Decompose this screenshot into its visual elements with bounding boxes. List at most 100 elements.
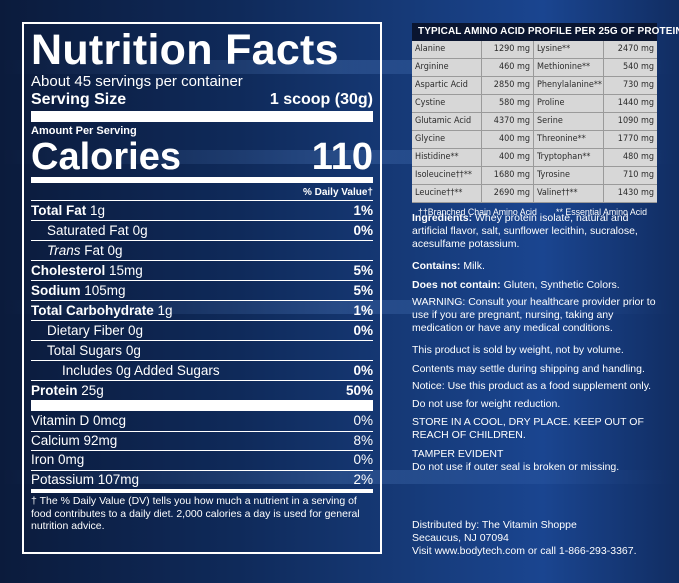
amino-amount: 460 mg	[482, 59, 534, 76]
amino-amount: 400 mg	[482, 149, 534, 166]
warning-text: WARNING: Consult your healthcare provide…	[412, 296, 656, 334]
nutrient-label: Trans	[47, 243, 81, 258]
amino-name: Lysine**	[534, 41, 604, 58]
amino-amount: 1770 mg	[617, 134, 654, 144]
nutrient-label: Total Sugars	[47, 343, 123, 358]
amino-row: Alanine 1290 mg Lysine** 2470 mg	[412, 41, 657, 59]
daily-value-footnote: † The % Daily Value (DV) tells you how m…	[31, 489, 373, 533]
nutrient-amount: 0g	[128, 323, 144, 338]
amino-name: Isoleucine††**	[412, 167, 482, 184]
nutrient-dv: 0%	[353, 323, 373, 338]
nutrient-dv: 5%	[353, 283, 373, 298]
nutrient-row-sodium: Sodium 105mg 5%	[31, 280, 373, 300]
calories-value: 110	[311, 136, 373, 178]
amino-name: Aspartic Acid	[412, 77, 482, 94]
nutrient-amount: 25g	[81, 383, 104, 398]
amino-amount: 1680 mg	[482, 167, 534, 184]
serving-size-label: Serving Size	[31, 91, 127, 108]
vitamin-dv: 0%	[353, 413, 373, 428]
amino-name: Arginine	[412, 59, 482, 76]
nutrient-row-total-fat: Total Fat 1g 1%	[31, 200, 373, 220]
serving-size-value: 1 scoop (30g)	[269, 91, 373, 108]
amino-name: Cystine	[412, 95, 482, 112]
nutrient-label: Dietary Fiber	[47, 323, 125, 338]
nutrient-label: Total Fat	[31, 203, 87, 218]
nutrient-label: Sodium	[31, 283, 81, 298]
contains-text: Milk.	[463, 260, 485, 272]
amino-title: TYPICAL AMINO ACID PROFILE PER 25G OF PR…	[412, 23, 679, 41]
nutrient-row-total-sugars: Total Sugars 0g	[31, 340, 373, 360]
nutrient-label: Saturated Fat	[47, 223, 129, 238]
nutrient-amount: 15mg	[109, 263, 143, 278]
amino-name: Glycine	[412, 131, 482, 148]
ingredients-text: Whey protein isolate, natural and artifi…	[412, 212, 638, 250]
amino-name: Leucine††**	[412, 185, 482, 202]
amino-amount: 1430 mg	[617, 188, 654, 198]
amino-name: Histidine**	[412, 149, 482, 166]
nutrient-dv: 5%	[353, 263, 373, 278]
amino-amount: 710 mg	[622, 170, 654, 180]
weight-reduction-text: Do not use for weight reduction.	[412, 398, 561, 410]
nutrient-row-total-carbohydrate: Total Carbohydrate 1g 1%	[31, 300, 373, 320]
nutrient-amount: 1g	[157, 303, 173, 318]
nutrient-dv: 0%	[353, 363, 373, 378]
thick-divider	[31, 111, 373, 122]
nutrient-amount: 0g	[125, 343, 141, 358]
amino-row: Glycine 400 mg Threonine** 1770 mg	[412, 131, 657, 149]
amino-row: Arginine 460 mg Methionine** 540 mg	[412, 59, 657, 77]
thick-divider	[31, 400, 373, 411]
amount-per-serving: Amount Per Serving	[31, 125, 137, 137]
nutrition-facts-panel: Nutrition Facts About 45 servings per co…	[22, 22, 382, 554]
storage-text: STORE IN A COOL, DRY PLACE. KEEP OUT OF …	[412, 416, 644, 441]
amino-name: Phenylalanine**	[534, 77, 604, 94]
calories-row: Calories 110	[31, 137, 373, 177]
amino-amount: 580 mg	[482, 95, 534, 112]
contains-block: Contains: Milk.	[412, 260, 662, 273]
amino-amount: 540 mg	[622, 62, 654, 72]
amino-amount: 480 mg	[622, 152, 654, 162]
amino-row: Glutamic Acid 4370 mg Serine 1090 mg	[412, 113, 657, 131]
legend-essential: ** Essential Amino Acid	[556, 207, 647, 217]
nutrient-row-saturated-fat: Saturated Fat 0g 0%	[31, 220, 373, 240]
tamper-title: TAMPER EVIDENT	[412, 448, 504, 460]
serving-size-row: Serving Size 1 scoop (30g)	[31, 90, 373, 109]
contains-label: Contains:	[412, 260, 461, 272]
nutrient-row-protein: Protein 25g 50%	[31, 380, 373, 400]
daily-value-header: % Daily Value†	[302, 187, 373, 198]
does-not-contain-label: Does not contain:	[412, 279, 501, 291]
amino-amount: 1440 mg	[617, 98, 654, 108]
vitamin-label: Iron 0mg	[31, 452, 85, 467]
nutrient-dv: 50%	[345, 383, 373, 398]
notice-text: Notice: Use this product as a food suppl…	[412, 380, 652, 392]
nutrient-dv: 1%	[353, 303, 373, 318]
nutrition-facts-title: Nutrition Facts	[31, 26, 339, 74]
amino-name: Methionine**	[534, 59, 604, 76]
nutrient-dv: 0%	[353, 223, 373, 238]
settle-text: Contents may settle during shipping and …	[412, 363, 645, 375]
amino-amount: 1290 mg	[482, 41, 534, 58]
visit-info: Visit www.bodytech.com or call 1-866-293…	[412, 545, 637, 557]
amino-name: Tryptophan**	[534, 149, 604, 166]
amino-row: Histidine** 400 mg Tryptophan** 480 mg	[412, 149, 657, 167]
nutrient-amount: Fat 0g	[84, 243, 123, 258]
calories-label: Calories	[31, 136, 181, 178]
amino-amount: 2690 mg	[482, 185, 534, 202]
amino-row: Aspartic Acid 2850 mg Phenylalanine** 730 m…	[412, 77, 657, 95]
amino-amount: 2470 mg	[617, 44, 654, 54]
amino-row: Cystine 580 mg Proline 1440 mg	[412, 95, 657, 113]
legend-bcaa: ††Branched Chain Amino Acid	[418, 207, 537, 217]
tamper-text: Do not use if outer seal is broken or mi…	[412, 461, 620, 473]
vitamin-dv: 2%	[353, 471, 373, 487]
nutrient-label: Cholesterol	[31, 263, 106, 278]
nutrient-amount: 105mg	[84, 283, 126, 298]
nutrient-label: Includes 0g Added Sugars	[62, 363, 220, 378]
amino-amount: 1090 mg	[617, 116, 654, 126]
ingredients-label: Ingredients:	[412, 212, 473, 224]
sold-by-weight-text: This product is sold by weight, not by v…	[412, 344, 624, 356]
amino-amount: 400 mg	[482, 131, 534, 148]
medium-divider	[31, 177, 373, 183]
nutrient-row-dietary-fiber: Dietary Fiber 0g 0%	[31, 320, 373, 340]
amino-name: Serine	[534, 113, 604, 130]
vitamin-row-iron: Iron 0mg 0%	[31, 451, 373, 471]
nutrient-amount: 1g	[90, 203, 106, 218]
